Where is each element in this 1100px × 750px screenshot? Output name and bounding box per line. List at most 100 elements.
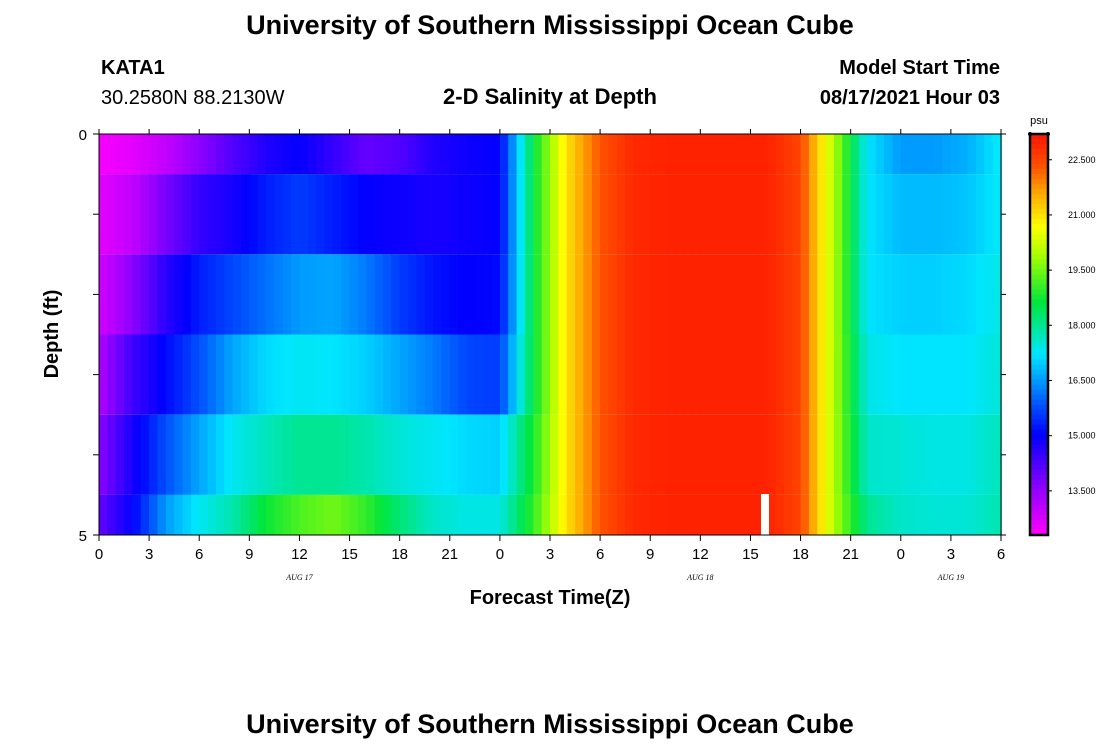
heatmap-cell — [625, 254, 635, 335]
heatmap-cell — [99, 174, 108, 255]
heatmap-cell — [249, 254, 259, 335]
heatmap-cell — [942, 134, 952, 175]
heatmap-cell — [274, 494, 284, 535]
colorbar-band — [1030, 529, 1048, 536]
x-tick-label: 18 — [792, 546, 809, 563]
heatmap-cell — [524, 494, 534, 535]
heatmap-cell — [266, 254, 275, 335]
heatmap-cell — [140, 414, 150, 495]
heatmap-cell — [174, 494, 184, 535]
heatmap-cell — [533, 134, 543, 175]
heatmap-cell — [917, 414, 927, 495]
heatmap-cell — [215, 134, 225, 175]
heatmap-cell — [650, 174, 660, 255]
heatmap-cell — [491, 494, 501, 535]
heatmap-cell — [190, 494, 200, 535]
heatmap-cell — [575, 334, 585, 415]
colorbar-band — [1030, 404, 1048, 411]
heatmap-cell — [658, 134, 668, 175]
heatmap-cell — [99, 414, 108, 495]
heatmap-cell — [249, 334, 259, 415]
heatmap-cell — [149, 414, 159, 495]
heatmap-cell — [850, 334, 860, 415]
heatmap-cell — [374, 414, 384, 495]
heatmap-cell — [508, 414, 518, 495]
colorbar-band — [1030, 469, 1048, 476]
heatmap-cell — [967, 334, 977, 415]
heatmap-cell — [675, 174, 685, 255]
heatmap-cell — [441, 414, 451, 495]
heatmap-cell — [658, 494, 668, 535]
heatmap-cell — [157, 494, 167, 535]
heatmap-cell — [733, 134, 743, 175]
heatmap-cell — [909, 414, 919, 495]
heatmap-cell — [224, 334, 234, 415]
heatmap-cell — [975, 254, 985, 335]
heatmap-cell — [708, 134, 718, 175]
heatmap-cell — [541, 494, 551, 535]
heatmap-cell — [174, 174, 184, 255]
heatmap-cell — [775, 414, 785, 495]
heatmap-cell — [307, 174, 317, 255]
heatmap-cell — [775, 334, 785, 415]
heatmap-cell — [299, 134, 309, 175]
heatmap-cell — [650, 414, 660, 495]
heatmap-cell — [800, 414, 810, 495]
heatmap-cell — [516, 174, 526, 255]
heatmap-cell — [249, 174, 259, 255]
heatmap-cell — [859, 414, 868, 495]
heatmap-cell — [666, 334, 676, 415]
heatmap-cell — [458, 254, 468, 335]
date-label: AUG 18 — [686, 573, 713, 582]
heatmap-cell — [658, 174, 668, 255]
heatmap-cell — [374, 334, 384, 415]
heatmap-cell — [792, 254, 802, 335]
heatmap-cell — [600, 414, 610, 495]
station-id: KATA1 — [101, 57, 165, 79]
colorbar-band — [1030, 329, 1048, 336]
heatmap-cell — [683, 174, 693, 255]
heatmap-cell — [616, 414, 626, 495]
heatmap-cell — [984, 414, 994, 495]
colorbar-band — [1030, 334, 1048, 341]
heatmap-cell — [925, 134, 935, 175]
heatmap-cell — [124, 414, 134, 495]
heatmap-cell — [666, 174, 676, 255]
heatmap-cell — [725, 174, 735, 255]
heatmap-cell — [165, 334, 175, 415]
heatmap-cell — [650, 134, 660, 175]
colorbar-band — [1030, 184, 1048, 190]
x-tick-label: 6 — [596, 546, 604, 563]
heatmap-cell — [232, 494, 242, 535]
heatmap-cell — [909, 254, 919, 335]
heatmap-cell — [140, 134, 150, 175]
heatmap-cell — [867, 134, 877, 175]
heatmap-cell — [608, 134, 618, 175]
heatmap-cell — [433, 414, 443, 495]
heatmap-cell — [499, 494, 509, 535]
heatmap-cell — [382, 334, 392, 415]
heatmap-cell — [299, 254, 309, 335]
colorbar-band — [1030, 149, 1048, 155]
colorbar-band — [1030, 389, 1048, 396]
heatmap-cell — [449, 494, 459, 535]
heatmap-cell — [524, 134, 534, 175]
heatmap-cell — [950, 254, 960, 335]
heatmap-cell — [742, 334, 752, 415]
heatmap-cell — [408, 174, 417, 255]
heatmap-cell — [215, 174, 225, 255]
colorbar-band — [1030, 449, 1048, 456]
heatmap-cell — [717, 174, 726, 255]
heatmap-cell — [917, 494, 927, 535]
heatmap-cell — [917, 254, 927, 335]
heatmap-cell — [391, 134, 401, 175]
heatmap-cell — [391, 494, 401, 535]
data-gap-marker — [761, 494, 769, 535]
heatmap-cell — [658, 334, 668, 415]
heatmap-cell — [892, 334, 902, 415]
heatmap-cell — [959, 174, 969, 255]
heatmap-cell — [466, 334, 476, 415]
x-tick-label: 15 — [341, 546, 358, 563]
heatmap-cell — [499, 334, 509, 415]
colorbar-band — [1030, 204, 1048, 210]
